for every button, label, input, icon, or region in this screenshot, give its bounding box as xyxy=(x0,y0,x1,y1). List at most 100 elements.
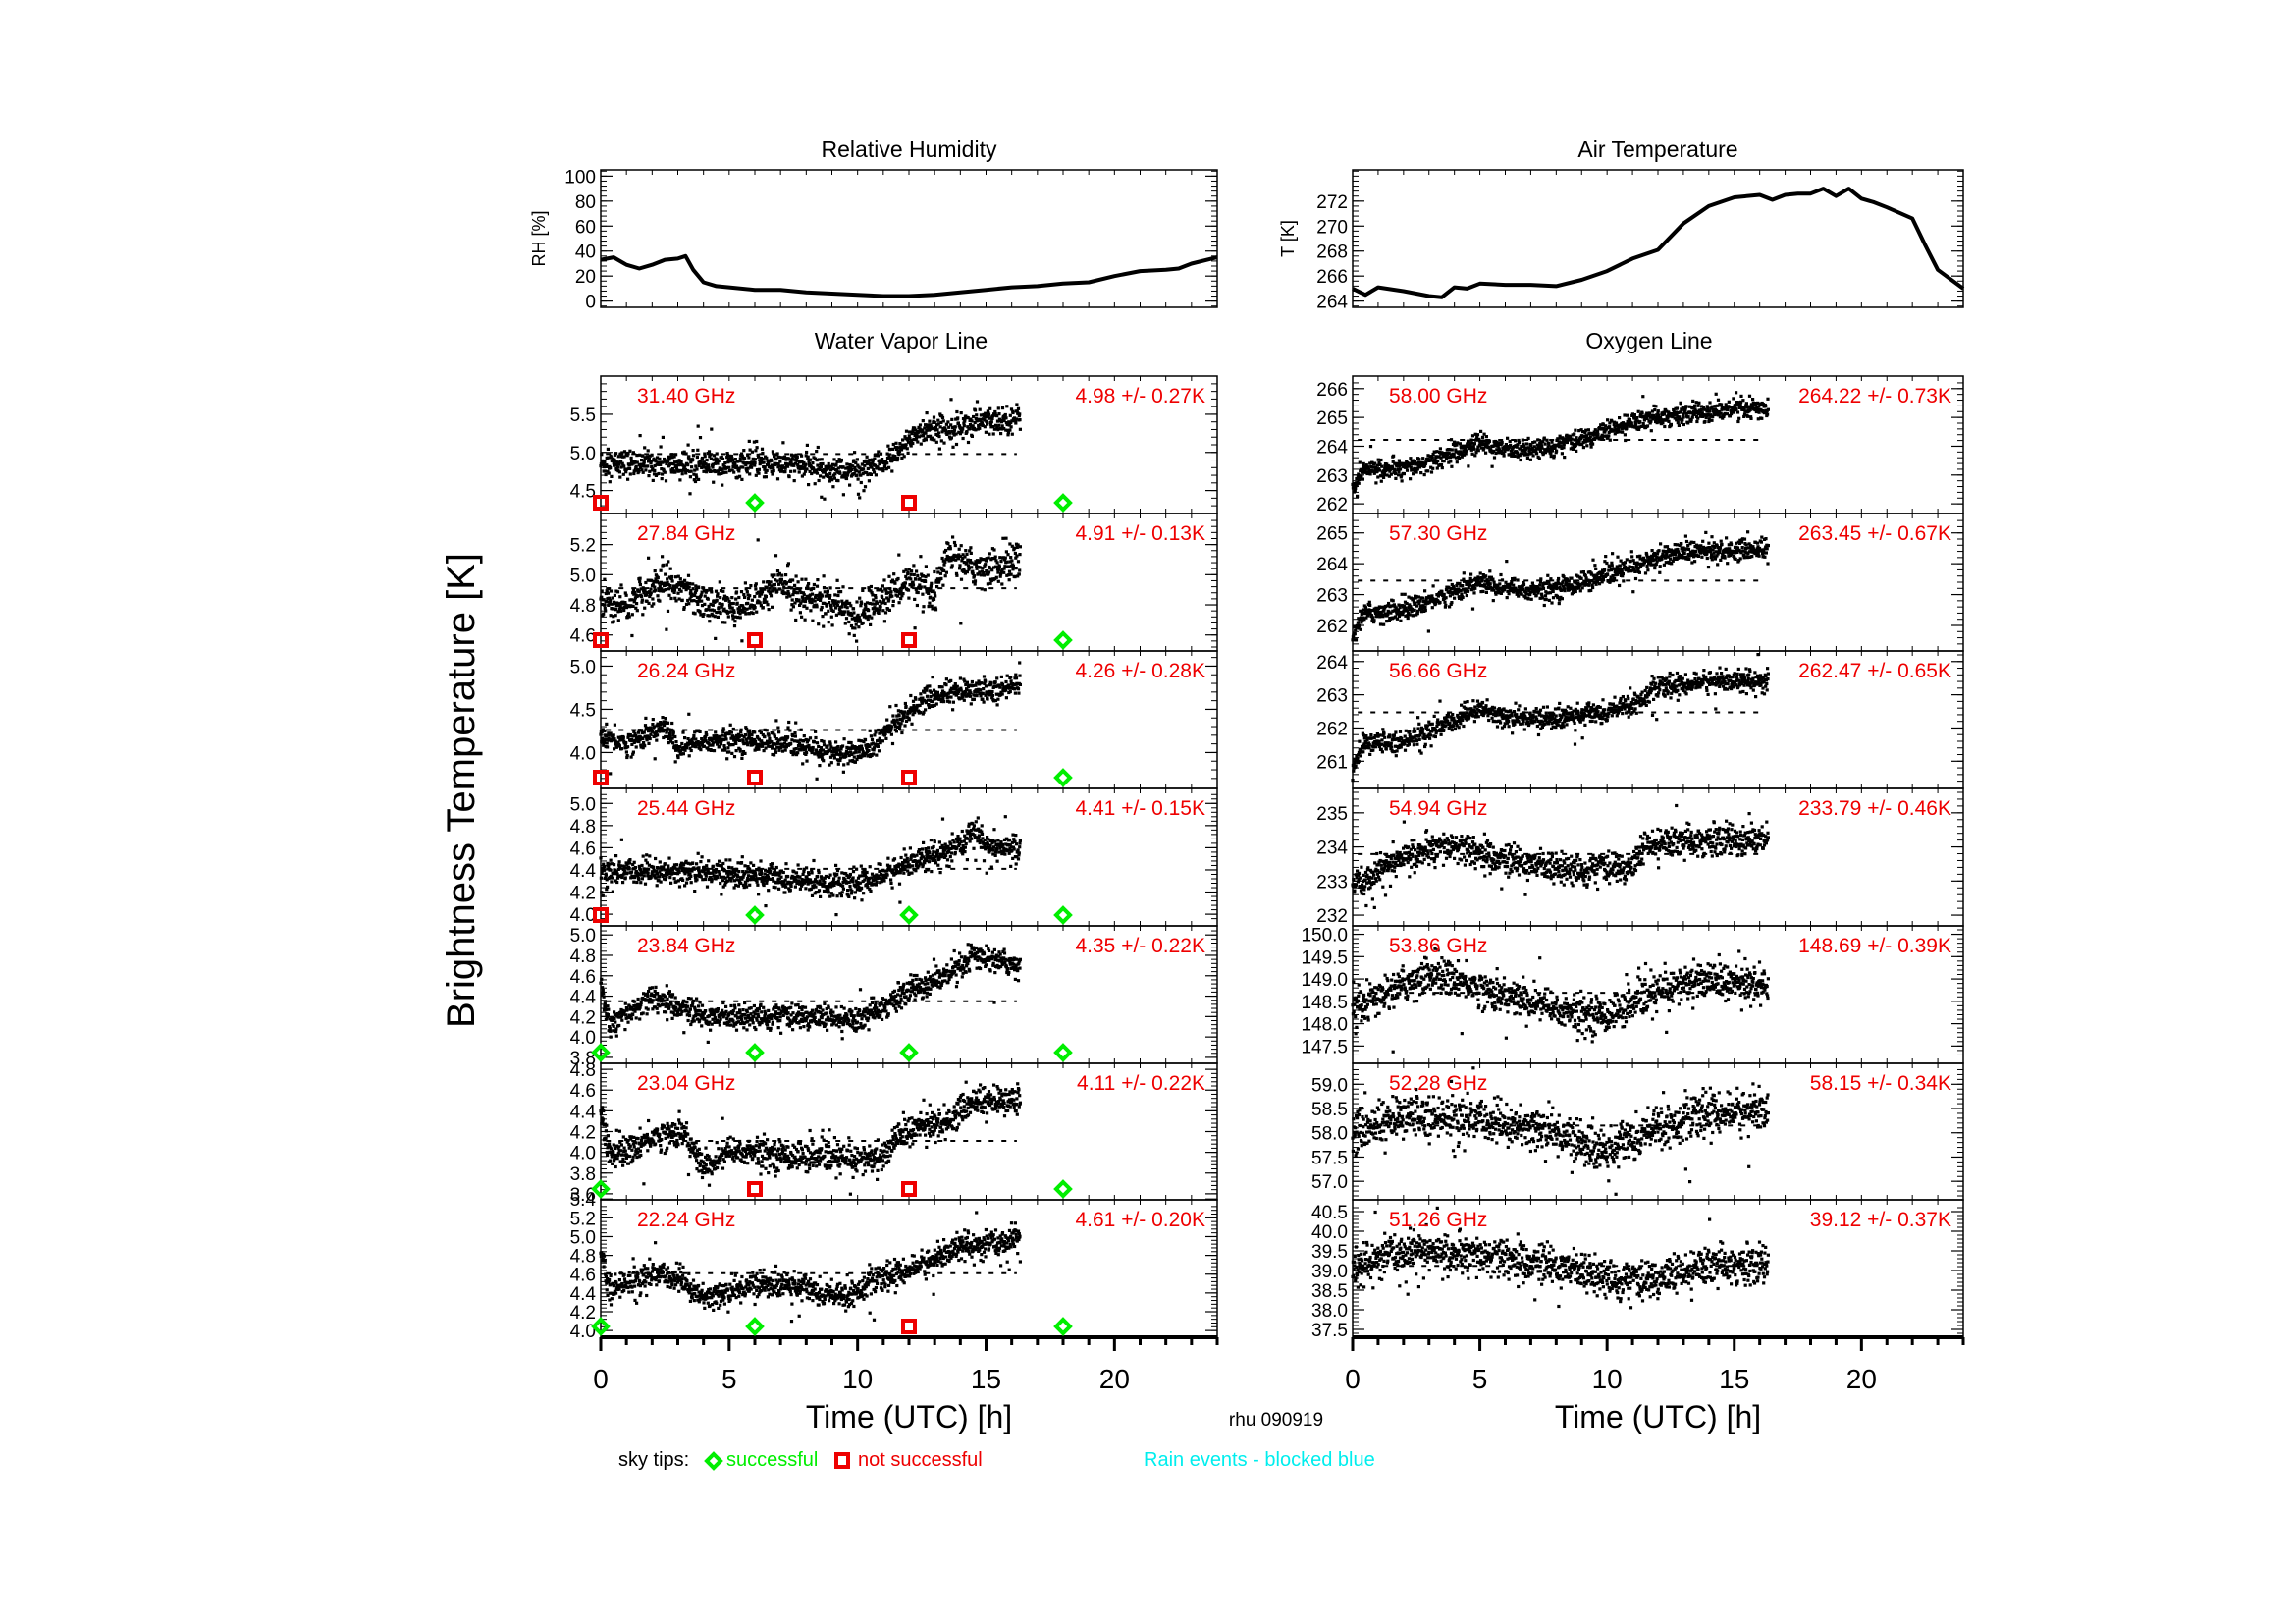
data-point xyxy=(788,889,792,893)
data-point xyxy=(603,737,607,742)
data-point xyxy=(833,593,837,597)
data-point xyxy=(804,737,808,742)
data-point xyxy=(814,885,818,889)
data-point xyxy=(777,730,781,734)
data-point xyxy=(650,730,655,733)
data-point xyxy=(809,609,813,613)
data-point xyxy=(850,889,854,893)
data-point xyxy=(932,589,935,593)
data-point xyxy=(918,583,922,587)
data-point xyxy=(832,476,836,480)
data-point xyxy=(951,445,955,449)
data-point xyxy=(990,568,994,572)
data-point xyxy=(770,740,774,744)
data-point xyxy=(617,462,621,466)
data-point xyxy=(958,564,962,568)
data-point xyxy=(676,754,680,758)
data-point xyxy=(734,741,738,745)
data-point xyxy=(741,608,745,612)
data-point xyxy=(693,890,697,893)
data-point xyxy=(844,466,848,470)
data-point xyxy=(615,744,619,748)
data-point xyxy=(767,744,771,748)
data-point xyxy=(906,588,911,592)
data-point xyxy=(608,596,612,600)
data-point xyxy=(632,880,636,884)
data-point xyxy=(726,746,730,750)
data-point xyxy=(994,559,998,563)
data-point xyxy=(677,587,682,591)
data-point xyxy=(997,568,1001,571)
data-point xyxy=(619,838,623,841)
data-point xyxy=(919,585,923,589)
data-point xyxy=(618,604,622,608)
data-point xyxy=(788,594,792,598)
data-point xyxy=(846,889,850,893)
data-point xyxy=(806,586,810,591)
data-point xyxy=(708,871,712,875)
data-point xyxy=(682,746,686,750)
data-point xyxy=(962,561,966,565)
data-point xyxy=(900,594,904,598)
panel-2624: 4.04.55.0 26.24 GHz 4.26 +/- 0.28K xyxy=(570,650,1218,789)
data-point xyxy=(765,585,769,589)
y-tick-label: 5.0 xyxy=(570,794,596,815)
data-point xyxy=(672,460,677,464)
data-point xyxy=(633,590,637,594)
data-point xyxy=(1001,556,1005,560)
data-point xyxy=(835,460,839,463)
data-point xyxy=(672,455,676,459)
data-point xyxy=(765,468,769,472)
data-point xyxy=(760,459,764,463)
data-point xyxy=(903,435,907,439)
data-point xyxy=(966,416,970,420)
data-point xyxy=(755,610,759,614)
data-point xyxy=(738,738,742,742)
data-point xyxy=(885,461,889,465)
data-point xyxy=(749,584,753,588)
data-point xyxy=(658,599,662,603)
data-point xyxy=(929,434,933,438)
data-point xyxy=(774,719,778,723)
data-point xyxy=(599,876,603,880)
data-point xyxy=(725,452,729,456)
data-point xyxy=(732,624,737,628)
data-point xyxy=(832,603,836,607)
data-point xyxy=(712,609,717,613)
data-point xyxy=(660,582,664,586)
data-point xyxy=(865,870,869,875)
data-point xyxy=(663,470,667,474)
data-point xyxy=(887,454,891,459)
data-point xyxy=(988,406,992,410)
data-point xyxy=(752,737,756,742)
y-tick-label: 40 xyxy=(575,243,596,263)
data-point xyxy=(800,743,804,747)
data-point xyxy=(827,609,830,613)
data-point xyxy=(817,744,821,749)
data-point xyxy=(869,472,873,476)
data-point xyxy=(730,468,734,472)
data-point xyxy=(878,462,881,466)
data-point xyxy=(886,591,890,595)
data-point xyxy=(995,419,1000,423)
data-point xyxy=(771,605,774,609)
data-point xyxy=(931,436,934,440)
data-point xyxy=(932,844,935,849)
data-point xyxy=(786,464,790,468)
data-point xyxy=(808,600,812,604)
data-point xyxy=(891,714,895,718)
data-point xyxy=(653,463,657,468)
data-point xyxy=(727,600,731,604)
data-point xyxy=(738,616,742,620)
data-point xyxy=(1005,573,1009,577)
data-point xyxy=(989,425,993,429)
data-point xyxy=(981,558,985,562)
data-point xyxy=(873,606,877,610)
data-point xyxy=(654,460,658,463)
data-point xyxy=(663,724,667,728)
data-point xyxy=(773,582,776,587)
data-point xyxy=(642,591,646,595)
data-point xyxy=(732,735,736,739)
data-point xyxy=(769,580,773,584)
data-point xyxy=(637,469,641,473)
